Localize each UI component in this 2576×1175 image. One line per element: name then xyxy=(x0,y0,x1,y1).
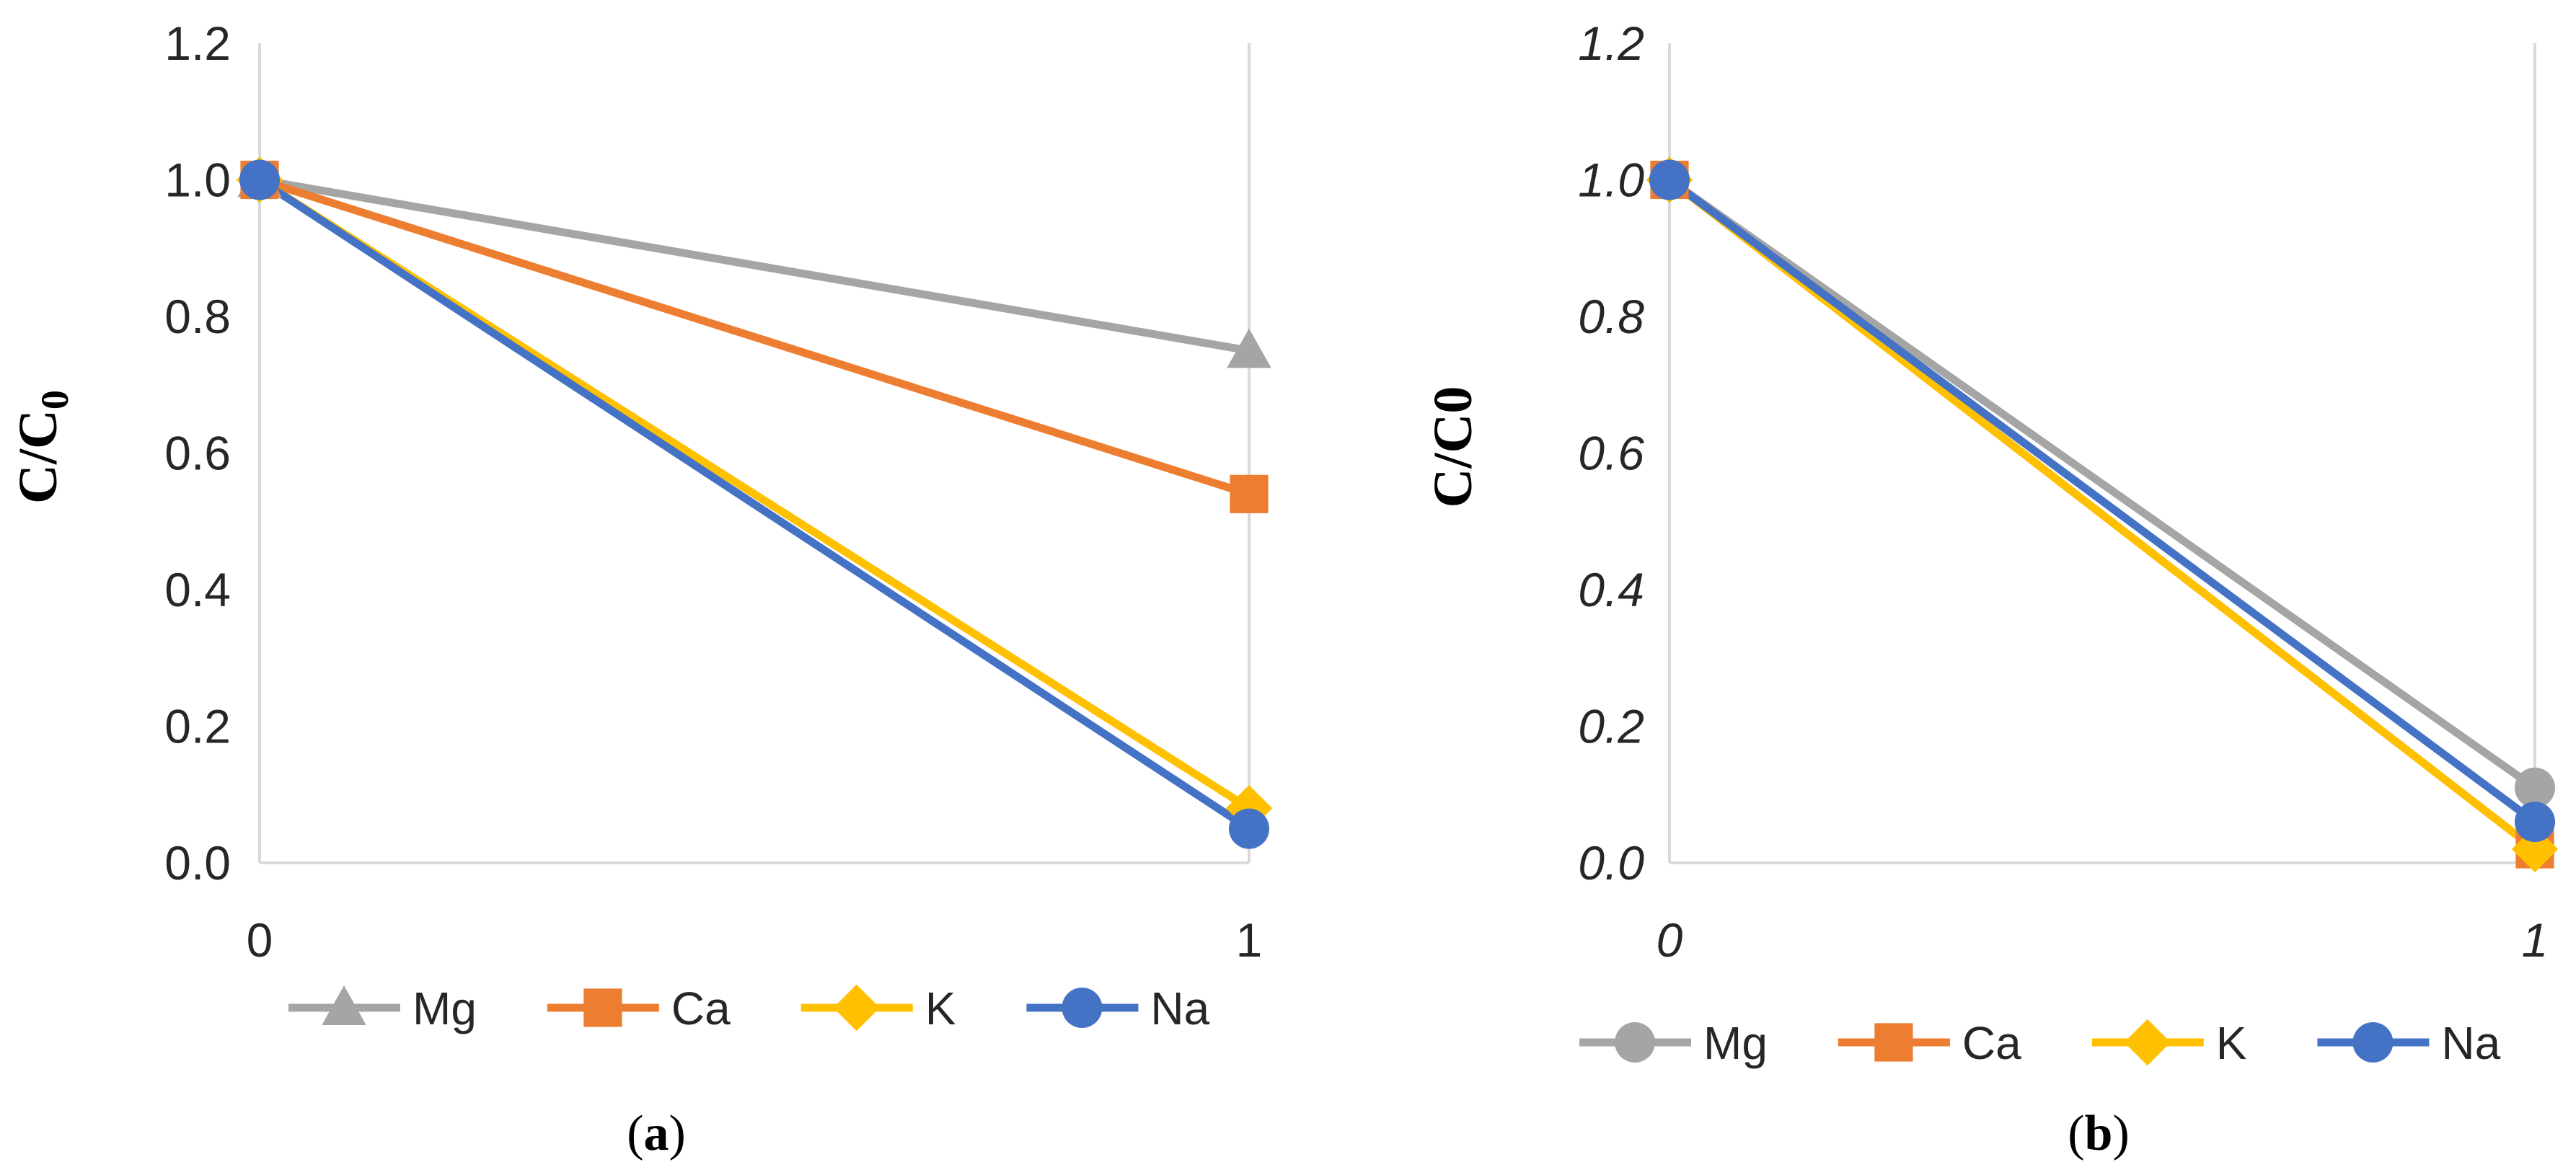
y-tick-label-b-3: 0.6 xyxy=(1578,427,1644,480)
legend-item-a-ca: Ca xyxy=(547,983,731,1034)
y-axis-title-b: C/C0 xyxy=(1423,386,1483,508)
legend-item-b-k: K xyxy=(2091,1017,2247,1069)
y-tick-label-a-3: 0.6 xyxy=(164,427,231,480)
series-line-a-na xyxy=(257,176,1252,833)
data-point-a-ca-1 xyxy=(1230,474,1269,513)
data-point-b-k-1 xyxy=(2511,825,2559,873)
legend-marker-a-3 xyxy=(1062,988,1103,1028)
data-point-a-mg-1 xyxy=(1227,328,1271,368)
data-point-b-na-1 xyxy=(2515,802,2555,843)
legend-item-b-mg: Mg xyxy=(1579,1017,1768,1069)
caption-open-paren-a: ( xyxy=(627,1106,643,1161)
caption-close-paren-b: ) xyxy=(2112,1106,2129,1161)
y-tick-label-b-2: 0.4 xyxy=(1578,563,1644,616)
legend-label-b-1: Ca xyxy=(1962,1017,2021,1069)
y-tick-label-a-6: 1.2 xyxy=(164,17,231,70)
data-point-a-k-1 xyxy=(1225,785,1273,832)
y-tick-label-b-0: 0.0 xyxy=(1578,836,1644,890)
x-tick-label-a-0: 0 xyxy=(247,913,273,967)
data-point-a-na-1 xyxy=(1229,808,1269,849)
panel-caption-a: (a) xyxy=(627,1106,686,1161)
caption-open-paren-b: ( xyxy=(2068,1106,2084,1161)
legend-label-b-3: Na xyxy=(2441,1017,2500,1069)
y-tick-label-a-5: 1.0 xyxy=(164,154,231,207)
y-tick-label-a-0: 0.0 xyxy=(164,836,231,890)
data-point-b-na-0 xyxy=(1649,159,1690,200)
legend-b: Mg Ca K Na xyxy=(1579,1017,2501,1069)
legend-item-a-k: K xyxy=(800,983,956,1034)
y-tick-label-a-2: 0.4 xyxy=(164,563,231,616)
legend-label-a-0: Mg xyxy=(413,983,477,1034)
legend-marker-a-0 xyxy=(322,985,366,1026)
legend-item-b-ca: Ca xyxy=(1838,1017,2021,1069)
y-tick-label-b-6: 1.2 xyxy=(1578,17,1644,70)
y-axis-title-a: C/C0 xyxy=(8,390,76,504)
data-point-b-mg-1 xyxy=(2515,767,2555,808)
y-tick-label-a-4: 0.8 xyxy=(164,290,231,343)
x-tick-label-b-0: 0 xyxy=(1657,913,1683,967)
chart-panel-b: 0.0 0.2 0.4 0.6 0.8 1.0 1.2 0 1 C/C0 Mg Ca K Na (b) xyxy=(1423,17,2559,1161)
legend-marker-a-2 xyxy=(833,984,880,1032)
series-line-b-mg xyxy=(1667,177,2538,792)
y-tick-label-b-4: 0.8 xyxy=(1578,290,1644,343)
legend-label-a-1: Ca xyxy=(671,983,731,1034)
legend-marker-b-2 xyxy=(2124,1019,2171,1066)
legend-item-b-na: Na xyxy=(2317,1017,2501,1069)
y-axis-title-sub-a: 0 xyxy=(33,390,76,409)
legend-label-b-2: K xyxy=(2216,1017,2247,1069)
x-tick-label-a-1: 1 xyxy=(1236,913,1263,967)
legend-marker-b-3 xyxy=(2352,1022,2394,1063)
y-tick-label-a-1: 0.2 xyxy=(164,700,231,753)
y-tick-label-b-1: 0.2 xyxy=(1578,700,1644,753)
legend-marker-b-0 xyxy=(1615,1022,1655,1063)
legend-item-a-mg: Mg xyxy=(288,983,477,1034)
series-line-b-na xyxy=(1667,177,2538,825)
legend-label-a-3: Na xyxy=(1150,983,1209,1034)
panel-caption-b: (b) xyxy=(2068,1106,2130,1161)
y-axis-title-main-b: C/C0 xyxy=(1423,386,1483,508)
legend-marker-a-1 xyxy=(583,988,622,1027)
legend-marker-b-1 xyxy=(1874,1023,1913,1062)
legend-a: Mg Ca K Na xyxy=(288,983,1210,1034)
caption-letter-a: a xyxy=(644,1106,669,1161)
caption-close-paren-a: ) xyxy=(669,1106,686,1161)
caption-letter-b: b xyxy=(2085,1106,2113,1161)
y-tick-label-b-5: 1.0 xyxy=(1578,154,1644,207)
legend-label-a-2: K xyxy=(925,983,956,1034)
data-point-a-na-0 xyxy=(239,159,280,200)
legend-item-a-na: Na xyxy=(1026,983,1210,1034)
series-line-a-ca xyxy=(258,176,1250,498)
x-tick-label-b-1: 1 xyxy=(2522,913,2549,967)
series-line-a-mg xyxy=(259,176,1250,355)
y-axis-title-main-a: C/C xyxy=(8,409,69,504)
legend-label-b-0: Mg xyxy=(1703,1017,1768,1069)
